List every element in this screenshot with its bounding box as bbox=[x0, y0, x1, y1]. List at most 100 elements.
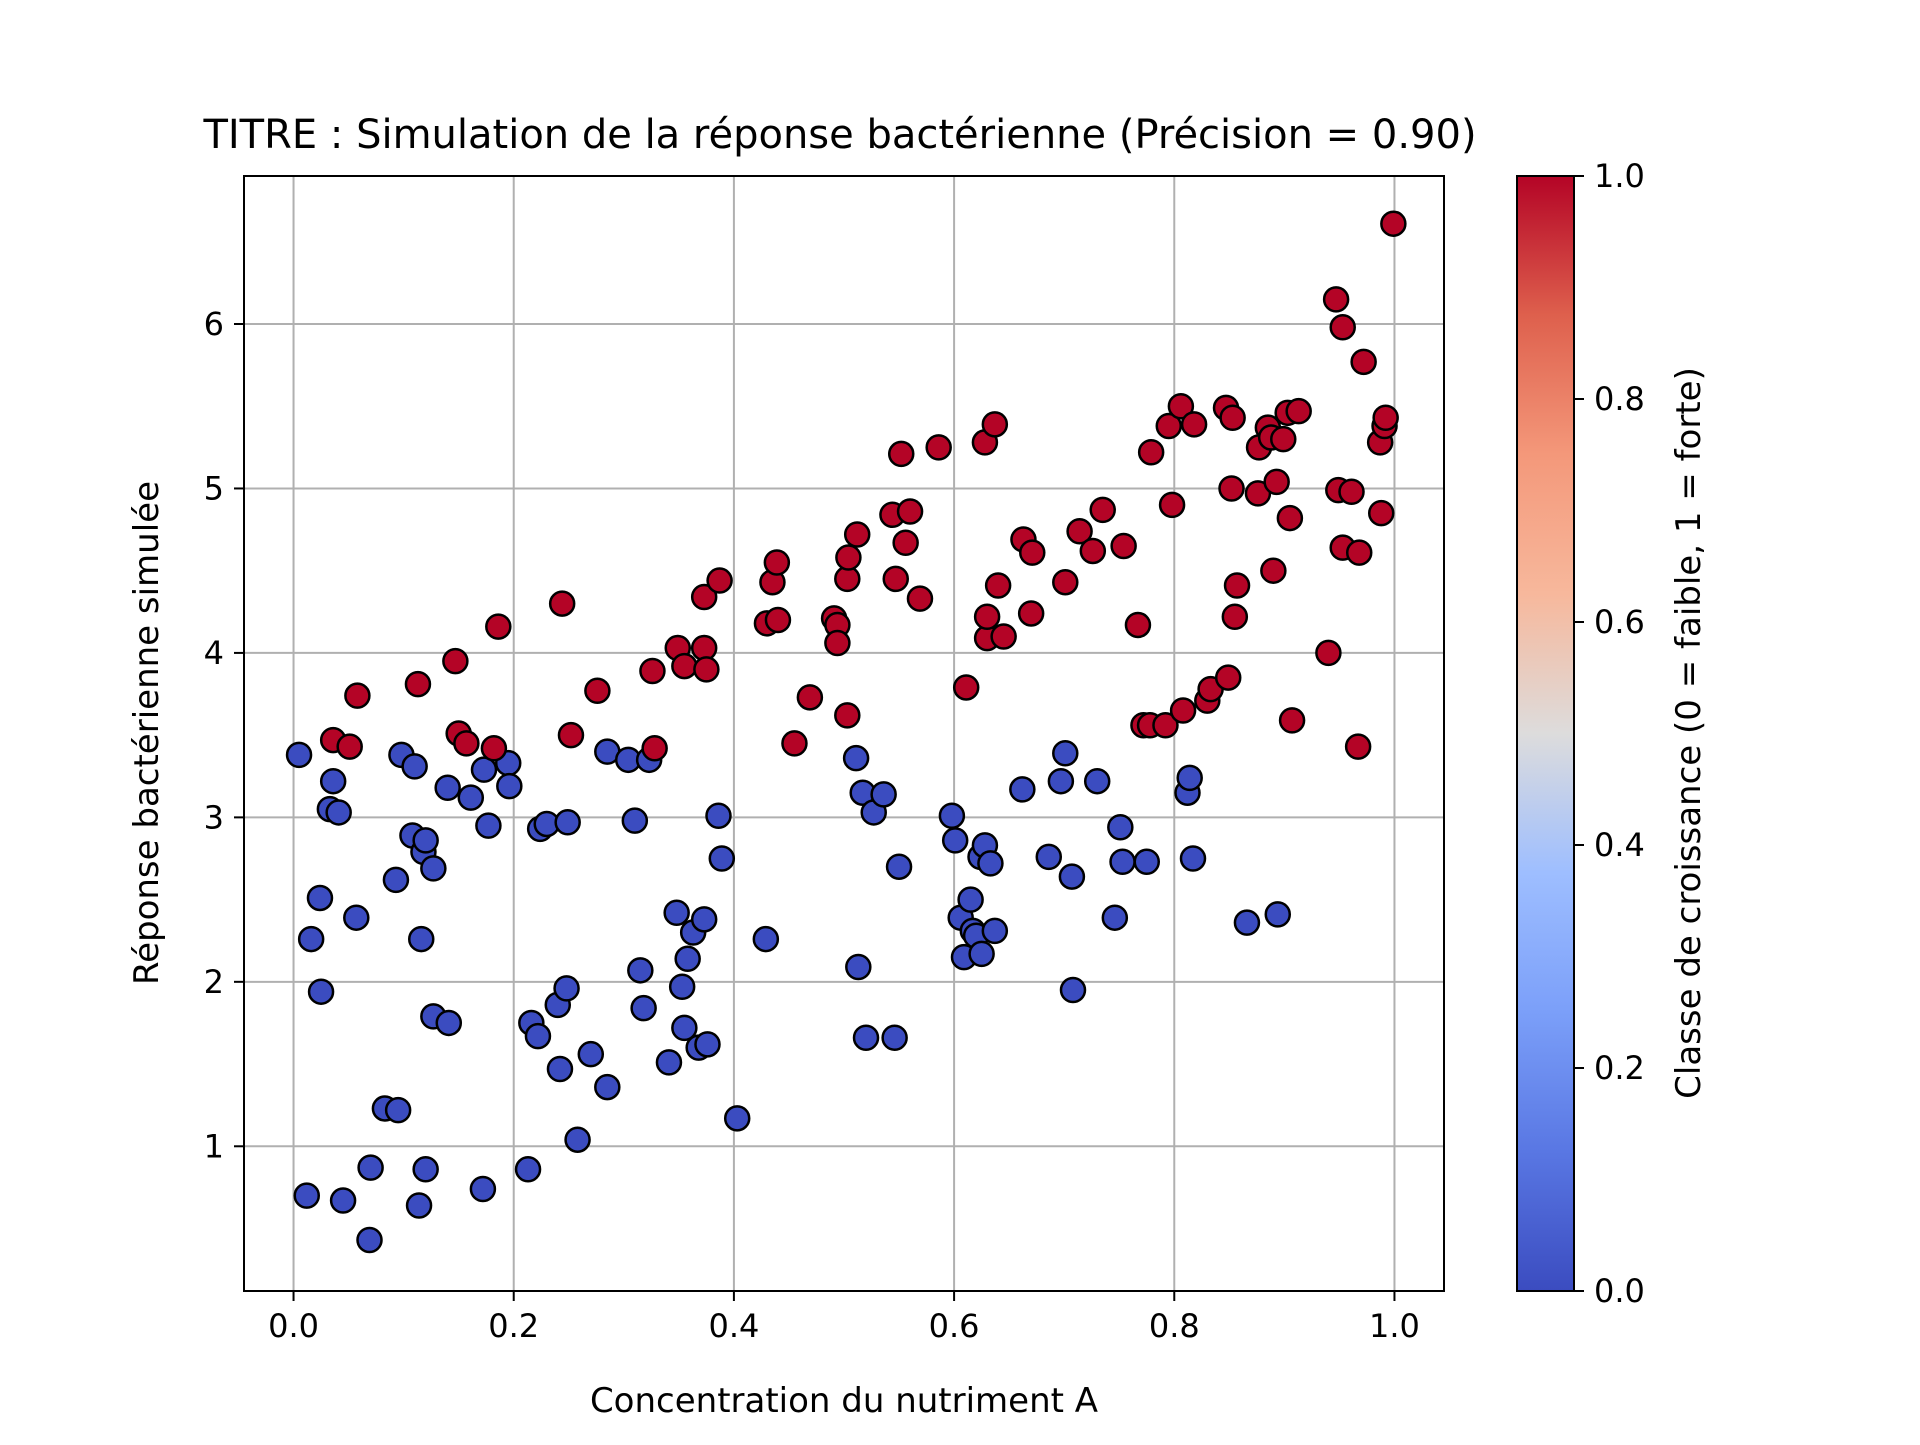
plot-frame bbox=[243, 175, 1445, 1292]
scatter-point bbox=[990, 623, 1017, 650]
scatter-point bbox=[1263, 468, 1290, 496]
y-tick-label: 3 bbox=[204, 798, 224, 836]
scatter-point bbox=[306, 884, 334, 912]
scatter-point bbox=[1260, 557, 1287, 584]
scatter-point bbox=[457, 784, 485, 811]
scatter-point bbox=[668, 973, 696, 1001]
scatter-point bbox=[671, 1014, 698, 1042]
scatter-point bbox=[694, 1031, 721, 1058]
x-tick-label: 0.2 bbox=[488, 1307, 539, 1345]
scatter-point bbox=[842, 744, 870, 772]
colorbar-ticks: 0.0 0.2 0.4 0.6 0.8 1.0 bbox=[1574, 157, 1645, 1310]
scatter-point bbox=[524, 1022, 552, 1050]
scatter-point bbox=[453, 730, 480, 757]
scatter-point bbox=[1052, 568, 1079, 596]
y-tick-label: 6 bbox=[204, 305, 224, 343]
scatter-point bbox=[708, 845, 736, 872]
scatter-point bbox=[325, 799, 352, 826]
scatter-point bbox=[881, 1024, 908, 1051]
scatter-point bbox=[870, 781, 897, 808]
scatter-point bbox=[1158, 491, 1186, 519]
scatter-point bbox=[977, 850, 1004, 877]
scatter-point bbox=[594, 1073, 621, 1101]
scatter-point bbox=[1315, 639, 1342, 667]
scatter-point bbox=[557, 721, 585, 749]
scatter-point bbox=[285, 741, 313, 769]
scatter-point bbox=[1223, 572, 1251, 599]
scatter-point bbox=[434, 774, 461, 802]
scatter-point bbox=[693, 656, 720, 683]
scatter-point bbox=[892, 529, 919, 556]
scatter-point bbox=[1137, 439, 1165, 466]
scatter-point bbox=[1372, 404, 1399, 431]
scatter-point bbox=[885, 853, 913, 880]
scatter-point bbox=[307, 978, 335, 1005]
scatter-point bbox=[1350, 348, 1377, 376]
scatter-point bbox=[1066, 517, 1093, 545]
scatter-point bbox=[1221, 603, 1249, 630]
colorbar-tick-label: 0.2 bbox=[1594, 1049, 1645, 1087]
scatter-point bbox=[835, 544, 862, 571]
scatter-point bbox=[671, 652, 698, 680]
colorbar-tick-label: 0.6 bbox=[1594, 603, 1645, 641]
scatter-point bbox=[344, 682, 371, 709]
scatter-point bbox=[655, 1049, 683, 1076]
y-tick-label: 5 bbox=[204, 469, 224, 507]
scatter-point bbox=[674, 945, 701, 973]
scatter-point bbox=[1233, 909, 1261, 936]
scatter-point bbox=[1214, 664, 1242, 691]
scatter-point bbox=[796, 684, 824, 711]
scatter-point bbox=[1344, 733, 1372, 760]
scatter-point bbox=[1167, 392, 1195, 420]
scatter-point bbox=[843, 521, 871, 548]
scatter-point bbox=[852, 1024, 880, 1051]
scatter-point bbox=[621, 807, 649, 834]
scatter-point bbox=[763, 549, 791, 576]
x-tick-label: 0.8 bbox=[1149, 1307, 1200, 1345]
scatter-point bbox=[706, 567, 733, 594]
scatter-point bbox=[1089, 496, 1116, 524]
scatter-point bbox=[968, 940, 995, 968]
scatter-point bbox=[470, 756, 498, 783]
scatter-point bbox=[925, 434, 952, 461]
scatter-point bbox=[845, 953, 872, 981]
scatter-point bbox=[1052, 739, 1079, 767]
scatter-point bbox=[401, 753, 428, 780]
scatter-point bbox=[690, 583, 718, 611]
scatter-point bbox=[384, 1096, 412, 1124]
scatter-point bbox=[1264, 901, 1292, 928]
scatter-point bbox=[824, 629, 851, 657]
scatter-point bbox=[973, 603, 1001, 630]
chart-title: TITRE : Simulation de la réponse bactéri… bbox=[202, 112, 1476, 158]
scatter-point bbox=[1059, 976, 1087, 1004]
scatter-point bbox=[764, 606, 792, 634]
scatter-point bbox=[480, 735, 508, 762]
scatter-point bbox=[1276, 504, 1304, 532]
scatter-point bbox=[1278, 707, 1306, 734]
y-tick-label: 2 bbox=[204, 963, 224, 1001]
scatter-point bbox=[1009, 776, 1036, 803]
scatter-point bbox=[882, 565, 909, 593]
scatter-point bbox=[641, 735, 668, 762]
scatter-point bbox=[1047, 767, 1075, 795]
scatter-point bbox=[357, 1154, 384, 1181]
scatter-point bbox=[781, 730, 808, 757]
scatter-point bbox=[1169, 697, 1197, 724]
scatter-point bbox=[382, 866, 410, 894]
scatter-point bbox=[984, 572, 1012, 599]
scatter-point bbox=[564, 1126, 591, 1153]
scatter-point bbox=[1155, 412, 1183, 440]
scatter-point bbox=[834, 702, 861, 729]
x-tick-label: 1.0 bbox=[1369, 1307, 1420, 1345]
x-tick-label: 0.6 bbox=[929, 1307, 980, 1345]
scatter-point bbox=[343, 904, 370, 931]
scatter-point bbox=[469, 1175, 497, 1203]
scatter-point bbox=[546, 1055, 574, 1083]
scatter-point bbox=[553, 975, 580, 1002]
scatter-point bbox=[1338, 478, 1365, 506]
scatter-point bbox=[420, 855, 447, 882]
scatter-point bbox=[1329, 314, 1356, 341]
scatter-point bbox=[957, 886, 984, 913]
